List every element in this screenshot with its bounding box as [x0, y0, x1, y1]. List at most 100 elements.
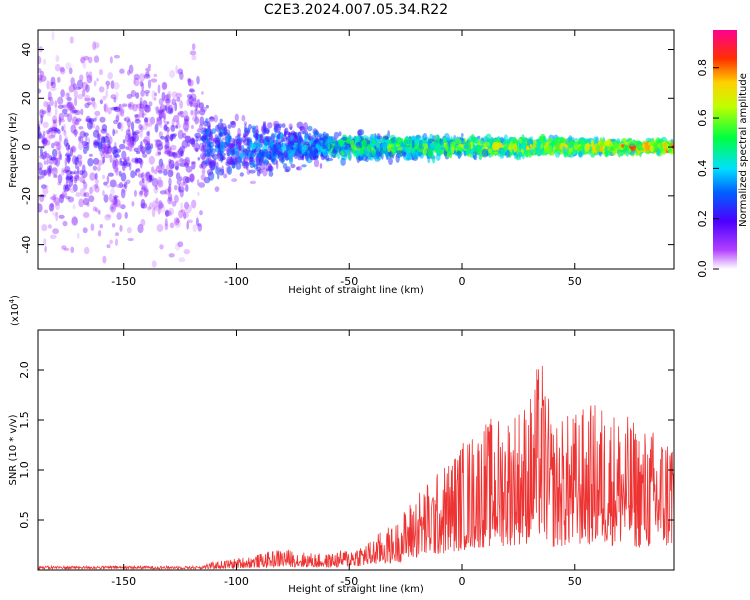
spectrogram-dot	[537, 140, 541, 149]
spectrogram-dot	[499, 136, 504, 143]
spectrogram-dot	[48, 224, 52, 229]
spectrogram-dot	[89, 123, 96, 129]
spectrogram-dot	[144, 189, 149, 193]
spectrogram-dot	[144, 117, 148, 123]
spectrogram-dot	[303, 122, 308, 132]
spectrogram-dot	[188, 79, 194, 87]
spectrogram-dot	[139, 80, 144, 87]
spectrogram-dot	[148, 174, 153, 181]
spectrogram-dot	[106, 84, 109, 90]
spectrogram-dot	[94, 179, 99, 185]
spectrogram-dot	[158, 141, 164, 146]
spectrogram-dot	[168, 159, 175, 170]
spectrogram-dot	[360, 139, 367, 148]
spectrogram-dot	[124, 133, 131, 143]
spectrogram-dot	[73, 89, 78, 99]
spectrogram-dot	[357, 129, 365, 136]
spectrogram-dot	[288, 132, 291, 138]
spectrogram-dot	[159, 104, 167, 110]
spectrogram-dot	[333, 131, 339, 139]
spectrogram-dot	[223, 173, 228, 179]
spectrogram-dot	[174, 102, 178, 112]
spectrogram-dot	[239, 152, 246, 158]
spectrogram-dot	[187, 78, 192, 86]
y-tick-label: 1.5	[18, 411, 31, 429]
spectrogram-dot	[189, 50, 197, 56]
spectrogram-dot	[140, 202, 148, 209]
spectrogram-dot	[159, 204, 166, 213]
spectrogram-dot	[138, 123, 143, 131]
spectrogram-dot	[338, 131, 342, 137]
spectrogram-dot	[101, 124, 108, 132]
spectrogram-dot	[45, 139, 51, 146]
spectrogram-dot	[144, 104, 151, 113]
spectrogram-dot	[102, 146, 105, 155]
spectrogram-dot	[266, 129, 270, 135]
spectrogram-dot	[637, 147, 645, 152]
spectrogram-dot	[68, 177, 74, 187]
spectrogram-dot	[55, 55, 60, 62]
spectrogram-dot	[74, 119, 80, 126]
spectrogram-dot	[79, 187, 86, 197]
spectrogram-dot	[83, 192, 87, 197]
spectrogram-dot	[167, 104, 173, 115]
spectrogram-dot	[243, 134, 248, 139]
spectrogram-dot	[218, 168, 225, 176]
spectrogram-dot	[88, 117, 94, 125]
spectrogram-dot	[114, 232, 120, 237]
spectrogram-dot	[157, 200, 163, 210]
spectrogram-dot	[170, 124, 176, 132]
spectrogram-dot	[562, 146, 566, 154]
spectrogram-dot	[179, 189, 184, 198]
spectrogram-dot	[54, 63, 61, 72]
spectrogram-dot	[147, 175, 153, 183]
spectrogram-dot	[67, 113, 73, 123]
spectrogram-dot	[47, 91, 52, 101]
spectrogram-dot	[115, 115, 120, 122]
spectrogram-dot	[231, 150, 236, 155]
spectrogram-dot	[230, 120, 236, 128]
spectrogram-dot	[41, 184, 47, 190]
spectrogram-dot	[85, 115, 91, 122]
spectrogram-dot	[51, 167, 58, 176]
spectrogram-dot	[524, 137, 528, 142]
x-tick-label: -50	[340, 575, 358, 588]
spectrogram-dot	[655, 137, 661, 145]
spectrogram-dot	[175, 125, 179, 129]
spectrogram-dot	[264, 153, 270, 158]
spectrogram-dot	[62, 220, 68, 227]
spectrogram-dot	[99, 150, 106, 156]
spectrogram-dot	[41, 136, 46, 145]
spectrogram-dot	[168, 147, 172, 157]
spectrogram-dot	[116, 212, 122, 220]
spectrogram-dot	[518, 145, 522, 152]
spectrogram-dot	[142, 139, 148, 143]
spectrogram-dot	[134, 158, 139, 165]
spectrogram-dot	[53, 128, 60, 132]
spectrogram-dot	[231, 178, 238, 183]
spectrogram-dot	[202, 160, 209, 165]
spectrogram-dots	[38, 31, 674, 268]
spectrogram-dot	[220, 125, 224, 131]
spectrogram-dot	[567, 142, 571, 148]
spectrogram-dot	[98, 86, 105, 93]
snr-frame	[37, 329, 675, 571]
spectrogram-dot	[164, 135, 168, 143]
spectrogram-dot	[156, 116, 161, 122]
spectrogram-dot	[141, 150, 145, 155]
spectrogram-dot	[46, 111, 52, 117]
spectrogram-dot	[71, 109, 78, 114]
spectrogram-dot	[155, 165, 163, 173]
spectrogram-dot	[145, 71, 150, 78]
spectrogram-dot	[83, 181, 88, 190]
spectrogram-dot	[292, 131, 297, 137]
spectrogram-dot	[185, 176, 191, 184]
spectrogram-dot	[411, 139, 415, 149]
spectrogram-dot	[248, 157, 255, 163]
spectrogram-dot	[86, 118, 93, 123]
spectrogram-dot	[57, 129, 61, 134]
spectrogram-dot	[128, 103, 132, 108]
spectrogram-dot	[303, 141, 310, 146]
spectrogram-dot	[144, 118, 149, 126]
spectrogram-dot	[78, 157, 83, 165]
